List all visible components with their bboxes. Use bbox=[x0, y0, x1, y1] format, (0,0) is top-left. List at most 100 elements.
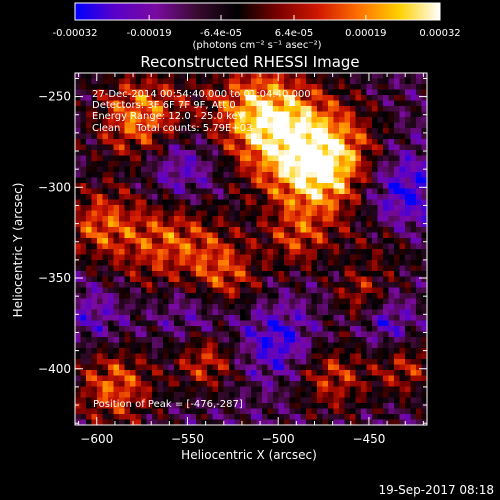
heatmap-cell bbox=[339, 243, 345, 250]
heatmap-cell bbox=[377, 260, 384, 266]
heatmap-cell bbox=[86, 331, 92, 338]
heatmap-cell bbox=[251, 73, 257, 79]
heatmap-cell bbox=[355, 166, 362, 173]
heatmap-cell bbox=[377, 238, 384, 244]
heatmap-cell bbox=[416, 188, 422, 195]
heatmap-cell bbox=[234, 359, 241, 365]
heatmap-cell bbox=[102, 89, 109, 96]
heatmap-cell bbox=[410, 177, 417, 184]
heatmap-cell bbox=[377, 73, 384, 79]
heatmap-cell bbox=[196, 144, 202, 151]
heatmap-cell bbox=[124, 326, 131, 332]
heatmap-cell bbox=[102, 254, 109, 261]
heatmap-cell bbox=[284, 221, 290, 228]
heatmap-cell bbox=[163, 227, 169, 233]
colorbar-tick-label: 0.00032 bbox=[419, 28, 460, 39]
heatmap-cell bbox=[267, 122, 274, 129]
heatmap-cell bbox=[174, 194, 180, 200]
heatmap-cell bbox=[185, 276, 191, 283]
heatmap-cell bbox=[295, 139, 301, 145]
heatmap-cell bbox=[201, 414, 208, 420]
heatmap-cell bbox=[295, 216, 301, 222]
heatmap-cell bbox=[113, 414, 120, 420]
heatmap-cell bbox=[317, 238, 323, 244]
plot-frame bbox=[74, 72, 428, 426]
heatmap-cell bbox=[190, 243, 197, 250]
heatmap-cell bbox=[366, 419, 373, 425]
heatmap-cell bbox=[366, 194, 373, 200]
heatmap-cell bbox=[416, 392, 422, 398]
heatmap-cell bbox=[80, 249, 87, 255]
heatmap-cell bbox=[240, 392, 246, 398]
heatmap-cell bbox=[284, 227, 290, 233]
heatmap-cell bbox=[146, 216, 153, 222]
heatmap-cell bbox=[163, 408, 169, 415]
heatmap-cell bbox=[300, 243, 307, 250]
heatmap-cell bbox=[207, 188, 213, 195]
heatmap-cell bbox=[322, 194, 329, 200]
heatmap-cell bbox=[394, 287, 400, 294]
heatmap-cell bbox=[146, 227, 153, 233]
heatmap-cell bbox=[267, 392, 274, 398]
heatmap-cell bbox=[223, 100, 230, 107]
heatmap-cell bbox=[108, 227, 114, 233]
heatmap-cell bbox=[262, 364, 268, 371]
heatmap-cell bbox=[366, 144, 373, 151]
heatmap-cell bbox=[328, 106, 334, 112]
heatmap-cell bbox=[284, 331, 290, 338]
heatmap-cell bbox=[289, 337, 296, 343]
heatmap-cell bbox=[394, 221, 400, 228]
heatmap-cell bbox=[311, 315, 318, 321]
heatmap-cell bbox=[97, 353, 103, 360]
heatmap-cell bbox=[223, 205, 230, 211]
heatmap-cell bbox=[86, 342, 92, 349]
heatmap-cell bbox=[333, 111, 340, 118]
heatmap-cell bbox=[119, 133, 125, 140]
heatmap-cell bbox=[119, 359, 125, 365]
heatmap-cell bbox=[262, 320, 268, 327]
heatmap-cell bbox=[421, 78, 427, 85]
heatmap-cell bbox=[240, 282, 246, 288]
heatmap-cell bbox=[289, 353, 296, 360]
heatmap-cell bbox=[366, 326, 373, 332]
heatmap-cell bbox=[174, 188, 180, 195]
heatmap-cell bbox=[405, 271, 411, 277]
heatmap-cell bbox=[267, 100, 274, 107]
heatmap-cell bbox=[267, 89, 274, 96]
heatmap-cell bbox=[289, 243, 296, 250]
heatmap-cell bbox=[383, 348, 389, 354]
heatmap-cell bbox=[185, 364, 191, 371]
heatmap-cell bbox=[350, 408, 356, 415]
heatmap-cell bbox=[278, 282, 285, 288]
heatmap-cell bbox=[333, 128, 340, 134]
heatmap-cell bbox=[289, 139, 296, 145]
heatmap-cell bbox=[317, 199, 323, 206]
heatmap-cell bbox=[421, 106, 427, 112]
heatmap-cell bbox=[240, 287, 246, 294]
heatmap-cell bbox=[201, 276, 208, 283]
heatmap-cell bbox=[344, 381, 351, 387]
heatmap-cell bbox=[102, 205, 109, 211]
heatmap-cell bbox=[201, 315, 208, 321]
heatmap-cell bbox=[311, 403, 318, 409]
heatmap-cell bbox=[333, 150, 340, 156]
heatmap-cell bbox=[86, 216, 92, 222]
heatmap-cell bbox=[146, 375, 153, 382]
heatmap-cell bbox=[256, 183, 263, 189]
heatmap-cell bbox=[366, 293, 373, 299]
heatmap-cell bbox=[256, 414, 263, 420]
heatmap-cell bbox=[372, 282, 378, 288]
heatmap-cell bbox=[295, 221, 301, 228]
heatmap-cell bbox=[135, 326, 142, 332]
heatmap-cell bbox=[306, 183, 312, 189]
heatmap-cell bbox=[102, 216, 109, 222]
heatmap-cell bbox=[113, 375, 120, 382]
heatmap-cell bbox=[256, 133, 263, 140]
heatmap-cell bbox=[119, 122, 125, 129]
heatmap-cell bbox=[289, 282, 296, 288]
heatmap-cell bbox=[350, 232, 356, 239]
heatmap-cell bbox=[328, 249, 334, 255]
heatmap-cell bbox=[289, 210, 296, 217]
heatmap-cell bbox=[141, 293, 147, 299]
heatmap-cell bbox=[267, 298, 274, 305]
